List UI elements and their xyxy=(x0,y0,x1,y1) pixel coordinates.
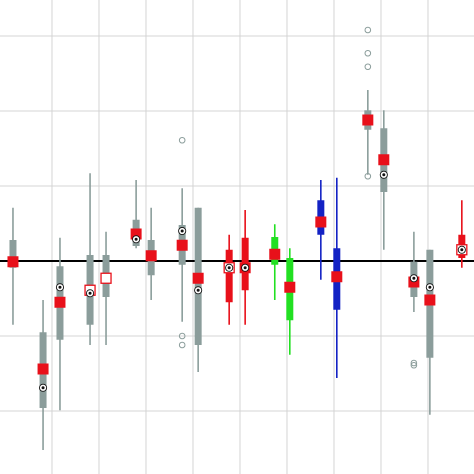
mean-marker xyxy=(331,271,343,283)
mean-marker xyxy=(315,216,327,228)
median-dot xyxy=(88,291,92,295)
box xyxy=(9,240,17,268)
mean-marker xyxy=(176,239,188,251)
outlier xyxy=(364,26,372,34)
median-dot xyxy=(412,276,416,280)
median-dot xyxy=(58,285,62,289)
mean-marker xyxy=(269,248,281,260)
mean-marker xyxy=(424,294,436,306)
outlier xyxy=(178,341,186,349)
median-dot xyxy=(460,248,464,252)
outlier xyxy=(410,361,418,369)
median-dot xyxy=(428,285,432,289)
outlier xyxy=(364,63,372,71)
box xyxy=(225,249,233,303)
mean-marker xyxy=(130,228,142,240)
mean-marker xyxy=(54,296,66,308)
mean-marker xyxy=(145,250,157,262)
mean-marker xyxy=(284,281,296,293)
median-dot xyxy=(227,266,231,270)
median-dot xyxy=(382,173,386,177)
mean-marker xyxy=(7,256,19,268)
outlier xyxy=(178,136,186,144)
outlier xyxy=(410,359,418,367)
mean-marker xyxy=(192,272,204,284)
outlier xyxy=(178,332,186,340)
median-dot xyxy=(41,386,45,390)
median-dot xyxy=(134,237,138,241)
mean-marker xyxy=(378,154,390,166)
mean-marker xyxy=(362,114,374,126)
median-dot xyxy=(196,288,200,292)
mean-marker xyxy=(37,363,49,375)
median-dot xyxy=(180,229,184,233)
outlier xyxy=(364,49,372,57)
mean-marker xyxy=(100,272,112,284)
outlier xyxy=(364,172,372,180)
median-dot xyxy=(243,266,247,270)
